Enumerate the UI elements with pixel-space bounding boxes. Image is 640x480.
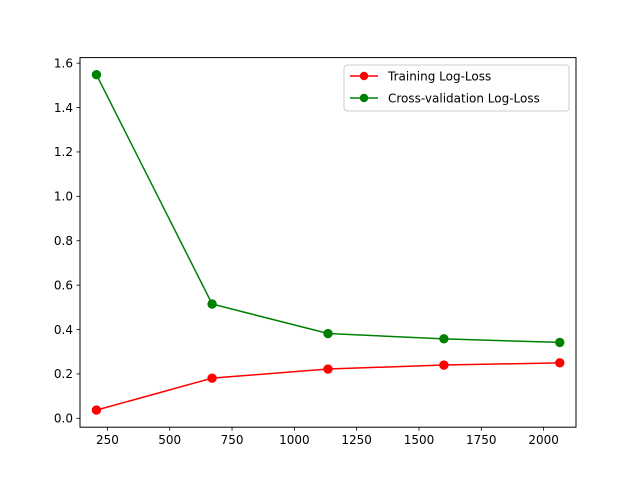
series-1-point (439, 334, 449, 344)
plot-frame (79, 57, 577, 428)
series-0-point (439, 360, 449, 370)
legend-marker-1 (359, 93, 369, 103)
series-0-point (555, 358, 565, 368)
legend-box (343, 64, 570, 112)
y-tick-label: 1.4 (54, 101, 73, 115)
series-1-point (207, 299, 217, 309)
y-tick-label: 0.0 (54, 412, 73, 426)
series-0-point (207, 373, 217, 383)
x-tick-label: 1500 (404, 433, 435, 447)
legend: Training Log-Loss Cross-validation Log-Lo… (343, 64, 570, 112)
series-0-point (323, 364, 333, 374)
y-tick-label: 1.6 (54, 56, 73, 70)
x-tick-label: 250 (96, 433, 119, 447)
series-1-point (91, 69, 102, 80)
legend-label-0: Training Log-Loss (387, 69, 491, 83)
x-tick-label: 500 (158, 433, 181, 447)
y-tick-label: 0.2 (54, 367, 73, 381)
x-tick-label: 750 (221, 433, 244, 447)
series-1-point (323, 328, 333, 339)
legend-marker-0 (359, 71, 369, 81)
series-1-point (555, 337, 565, 348)
series-layer (91, 69, 565, 415)
x-axis: 250 500 750 1000 1250 1500 1750 2000 (96, 427, 559, 447)
series-0-point (91, 405, 102, 415)
y-axis: 0.0 0.2 0.4 0.6 0.8 1.0 1.2 1.4 1.6 (54, 56, 80, 426)
x-tick-label: 2000 (528, 433, 559, 447)
y-tick-label: 1.2 (54, 145, 73, 159)
x-tick-label: 1750 (466, 433, 497, 447)
x-tick-label: 1000 (279, 433, 310, 447)
legend-label-1: Cross-validation Log-Loss (388, 91, 540, 105)
x-tick-label: 1250 (341, 433, 372, 447)
y-tick-label: 1.0 (54, 190, 73, 204)
y-tick-label: 0.6 (54, 278, 73, 292)
y-tick-label: 0.4 (54, 323, 73, 337)
y-tick-label: 0.8 (54, 234, 73, 248)
